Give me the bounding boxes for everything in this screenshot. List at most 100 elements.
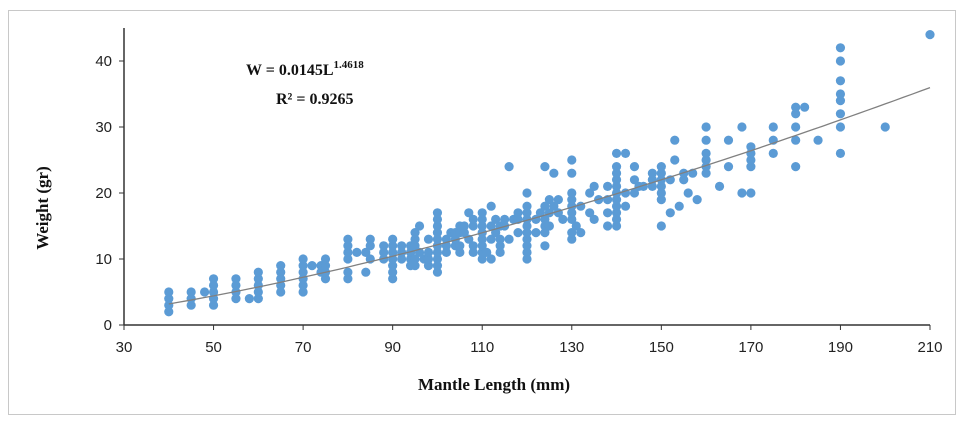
data-point bbox=[611, 162, 622, 172]
data-point bbox=[388, 234, 398, 244]
data-point bbox=[343, 267, 353, 277]
data-point bbox=[468, 221, 478, 231]
trendline bbox=[168, 86, 931, 305]
data-point bbox=[746, 188, 756, 198]
data-point bbox=[567, 214, 577, 224]
data-point bbox=[513, 208, 523, 218]
data-point bbox=[701, 155, 711, 165]
data-point bbox=[320, 261, 331, 271]
data-point bbox=[459, 228, 469, 238]
data-point bbox=[522, 228, 532, 238]
data-point bbox=[477, 208, 487, 218]
data-point bbox=[522, 214, 532, 224]
data-point bbox=[540, 214, 550, 224]
data-point bbox=[813, 135, 823, 145]
data-point bbox=[540, 162, 550, 172]
data-point bbox=[835, 89, 846, 99]
data-point bbox=[164, 307, 174, 317]
data-point bbox=[629, 162, 640, 172]
data-point bbox=[656, 188, 666, 198]
data-point bbox=[567, 228, 577, 238]
x-tick-label: 170 bbox=[738, 339, 763, 356]
x-tick-label: 190 bbox=[828, 339, 853, 356]
data-point bbox=[585, 208, 595, 218]
data-point bbox=[432, 221, 443, 231]
data-point bbox=[477, 241, 487, 251]
data-point bbox=[611, 175, 622, 185]
data-point bbox=[486, 234, 496, 244]
r-squared-label: R² = 0.9265 bbox=[276, 91, 353, 108]
data-point bbox=[298, 254, 308, 264]
data-point bbox=[549, 168, 559, 178]
y-axis-ticks: 0 10 20 30 40 bbox=[95, 53, 124, 334]
data-point bbox=[388, 261, 398, 271]
data-point bbox=[611, 188, 622, 198]
data-point bbox=[231, 294, 241, 304]
data-point bbox=[567, 155, 577, 165]
data-point bbox=[522, 241, 532, 251]
data-point bbox=[674, 201, 684, 211]
data-point bbox=[746, 142, 756, 152]
data-point bbox=[432, 214, 443, 224]
data-point bbox=[620, 148, 631, 158]
x-tick-label: 90 bbox=[384, 339, 401, 356]
data-point bbox=[835, 148, 846, 158]
data-point bbox=[558, 214, 568, 224]
data-point bbox=[647, 168, 657, 178]
data-point bbox=[522, 208, 532, 218]
data-point bbox=[388, 241, 398, 251]
data-point bbox=[495, 234, 505, 244]
data-point bbox=[464, 208, 474, 218]
data-point bbox=[567, 195, 577, 205]
data-point bbox=[231, 280, 241, 290]
data-point bbox=[186, 287, 196, 297]
data-point bbox=[432, 261, 443, 271]
data-point bbox=[276, 287, 286, 297]
data-point bbox=[611, 221, 622, 231]
data-point bbox=[768, 122, 778, 132]
data-point bbox=[656, 195, 666, 205]
data-point bbox=[500, 214, 510, 224]
data-point bbox=[477, 254, 487, 264]
data-point bbox=[361, 267, 371, 277]
data-point bbox=[410, 234, 420, 244]
data-point bbox=[352, 247, 362, 257]
data-point bbox=[567, 208, 577, 218]
data-point bbox=[450, 234, 460, 244]
data-point bbox=[379, 247, 389, 257]
data-point bbox=[253, 287, 263, 297]
data-point bbox=[477, 214, 487, 224]
equation-label: W = 0.0145L1.4618 bbox=[246, 59, 364, 79]
data-point bbox=[553, 195, 563, 205]
data-point bbox=[320, 274, 331, 284]
data-point bbox=[585, 188, 595, 198]
data-point bbox=[343, 234, 353, 244]
data-point bbox=[397, 241, 407, 251]
data-point bbox=[298, 267, 308, 277]
data-point bbox=[298, 280, 308, 290]
data-point bbox=[388, 267, 398, 277]
data-point bbox=[432, 234, 443, 244]
data-point bbox=[486, 254, 496, 264]
data-point bbox=[482, 247, 492, 257]
data-point bbox=[737, 188, 747, 198]
data-point bbox=[670, 155, 680, 165]
data-point bbox=[522, 254, 532, 264]
data-point bbox=[414, 221, 425, 231]
data-point bbox=[665, 208, 675, 218]
data-point bbox=[692, 195, 702, 205]
data-point bbox=[835, 109, 846, 119]
data-point bbox=[611, 181, 622, 191]
data-point bbox=[164, 287, 174, 297]
data-point bbox=[531, 228, 541, 238]
data-point bbox=[459, 221, 469, 231]
data-point bbox=[432, 228, 443, 238]
data-point bbox=[208, 287, 219, 297]
data-point bbox=[611, 168, 622, 178]
data-point bbox=[522, 188, 532, 198]
data-point bbox=[441, 247, 451, 257]
data-point bbox=[513, 228, 523, 238]
data-point bbox=[768, 148, 778, 158]
data-point bbox=[253, 274, 263, 284]
